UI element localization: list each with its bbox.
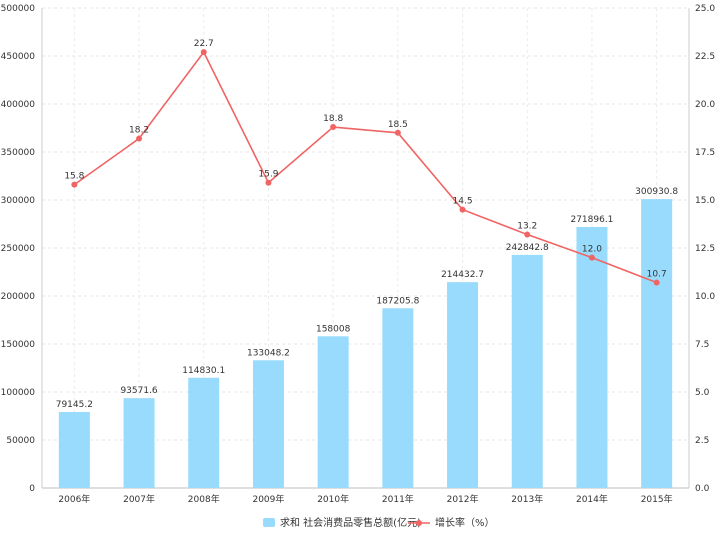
left-axis-ticks: 0 50000 100000 150000 200000 250000 300000 3500… — [1, 4, 36, 494]
legend-swatch-line-dot — [416, 520, 422, 526]
bar-value-label: 300930.8 — [635, 187, 678, 197]
left-axis-tick-label: 500000 — [1, 4, 36, 14]
right-axis-tick-label: 5.0 — [695, 388, 710, 398]
bar[interactable] — [641, 199, 673, 488]
right-axis-tick-label: 12.5 — [695, 244, 715, 254]
line-value-label: 18.5 — [388, 120, 408, 130]
line-value-label: 13.2 — [517, 222, 537, 232]
legend-label-line[interactable]: 增长率（%） — [435, 516, 495, 529]
bar[interactable] — [576, 226, 608, 489]
bar-series — [58, 199, 673, 489]
bar[interactable] — [188, 377, 220, 488]
right-axis-tick-label: 2.5 — [695, 436, 709, 446]
right-axis-tick-label: 7.5 — [695, 340, 709, 350]
left-axis-tick-label: 0 — [29, 484, 35, 494]
line-value-label: 15.9 — [258, 170, 278, 180]
legend-label-bar[interactable]: 求和 社会消费品零售总额(亿元) — [280, 516, 421, 529]
bar[interactable] — [123, 398, 155, 488]
left-axis-tick-label: 300000 — [1, 196, 36, 206]
bar-value-label: 214432.7 — [441, 270, 484, 280]
line-point[interactable] — [265, 179, 272, 186]
x-axis-tick-label: 2012年 — [447, 493, 479, 505]
right-axis-tick-label: 22.5 — [695, 52, 715, 62]
right-axis-tick-label: 17.5 — [695, 148, 715, 158]
line-series — [71, 49, 660, 286]
line-value-label: 10.7 — [647, 270, 667, 280]
line-point[interactable] — [136, 135, 143, 142]
left-axis-tick-label: 150000 — [1, 340, 36, 350]
bar[interactable] — [382, 308, 414, 488]
line-value-label: 22.7 — [194, 39, 214, 49]
x-axis-tick-label: 2014年 — [576, 493, 608, 505]
left-axis-tick-label: 250000 — [1, 244, 36, 254]
x-axis-tick-label: 2010年 — [317, 493, 349, 505]
line-point[interactable] — [459, 206, 466, 213]
left-axis-tick-label: 100000 — [1, 388, 36, 398]
bar-value-label: 79145.2 — [56, 400, 93, 410]
x-axis-tick-label: 2009年 — [252, 493, 284, 505]
bar[interactable] — [447, 282, 479, 488]
left-axis-tick-label: 350000 — [1, 148, 36, 158]
left-axis-tick-label: 400000 — [1, 100, 36, 110]
x-axis-tick-label: 2006年 — [58, 493, 90, 505]
right-axis-tick-label: 0.0 — [695, 484, 710, 494]
x-axis-tick-label: 2011年 — [382, 493, 414, 505]
right-axis-tick-label: 10.0 — [695, 292, 715, 302]
bar-value-label: 158008 — [316, 324, 351, 334]
bar[interactable] — [252, 360, 284, 488]
line-point[interactable] — [524, 231, 531, 238]
line-value-label: 14.5 — [453, 197, 473, 207]
bar-data-labels: 79145.2 93571.6 114830.1 133048.2 158008 1872… — [56, 187, 679, 410]
line-value-label: 18.2 — [129, 126, 149, 136]
line-point[interactable] — [200, 49, 207, 56]
bar[interactable] — [58, 412, 90, 488]
line-point[interactable] — [653, 279, 660, 286]
right-axis-ticks: 0.0 2.5 5.0 7.5 10.0 12.5 15.0 17.5 20.0 22.5 25.0 — [695, 4, 715, 494]
right-axis-tick-label: 25.0 — [695, 4, 715, 14]
right-axis-tick-label: 15.0 — [695, 196, 715, 206]
left-axis-tick-label: 50000 — [6, 436, 35, 446]
line-point[interactable] — [330, 124, 337, 131]
line-value-label: 12.0 — [582, 245, 602, 255]
x-axis-tick-label: 2008年 — [188, 493, 220, 505]
bar-value-label: 187205.8 — [376, 296, 419, 306]
legend: 求和 社会消费品零售总额(亿元) 增长率（%） — [263, 516, 495, 529]
legend-swatch-bar[interactable] — [263, 518, 275, 527]
line-value-label: 18.8 — [323, 114, 343, 124]
left-axis-tick-label: 450000 — [1, 52, 36, 62]
bar-value-label: 133048.2 — [247, 348, 290, 358]
line-data-labels: 15.8 18.2 22.7 15.9 18.8 18.5 14.5 13.2 12.0 10.7 — [64, 39, 666, 279]
bar-value-label: 114830.1 — [182, 366, 225, 376]
grid-lines — [42, 7, 689, 488]
x-axis-tick-label: 2015年 — [641, 493, 673, 505]
left-axis-tick-label: 200000 — [1, 292, 36, 302]
bar-value-label: 271896.1 — [570, 215, 613, 225]
x-axis-tick-label: 2007年 — [123, 493, 155, 505]
x-axis-ticks: 2006年 2007年 2008年 2009年 2010年 2011年 2012年 2013年… — [58, 493, 672, 505]
line-point[interactable] — [588, 254, 595, 261]
growth-line — [73, 50, 657, 284]
line-point[interactable] — [71, 181, 78, 188]
line-value-label: 15.8 — [64, 172, 84, 182]
bar[interactable] — [511, 254, 543, 488]
bar[interactable] — [317, 336, 349, 488]
bar-value-label: 242842.8 — [506, 243, 549, 253]
x-axis-tick-label: 2013年 — [511, 493, 543, 505]
bar-value-label: 93571.6 — [120, 386, 157, 396]
right-axis-tick-label: 20.0 — [695, 100, 715, 110]
line-point[interactable] — [394, 129, 401, 136]
